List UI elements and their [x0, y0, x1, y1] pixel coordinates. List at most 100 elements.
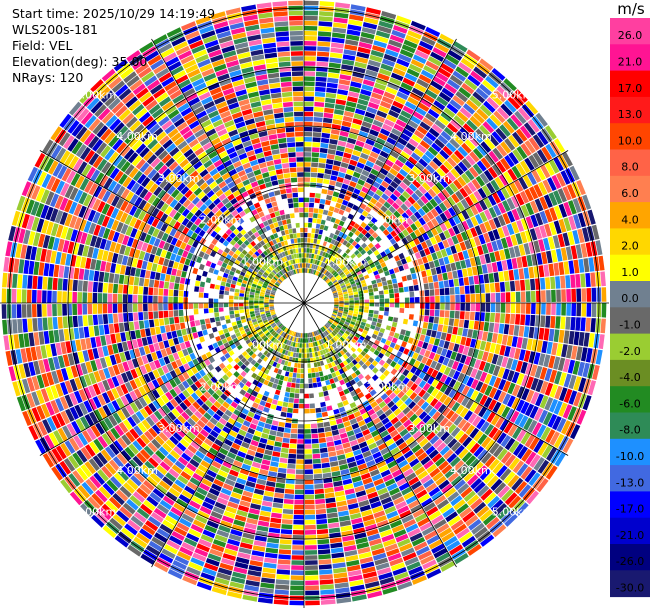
gate	[286, 329, 291, 334]
gate	[426, 367, 434, 376]
gate	[410, 366, 418, 374]
gate	[357, 225, 364, 233]
gate	[486, 242, 494, 253]
gate	[447, 271, 453, 280]
gate	[215, 421, 225, 430]
gate	[500, 303, 506, 313]
gate	[383, 289, 389, 295]
gate	[354, 267, 361, 273]
gate	[337, 505, 348, 512]
gate	[379, 150, 389, 159]
gate	[370, 324, 376, 330]
gate	[336, 267, 341, 273]
gate	[314, 265, 319, 270]
gate	[333, 223, 339, 229]
gate	[441, 87, 455, 99]
gate	[315, 223, 321, 229]
gate	[274, 326, 279, 332]
gate	[591, 287, 597, 302]
gate	[556, 289, 561, 302]
gate	[324, 364, 330, 370]
gate	[245, 415, 253, 423]
gate	[347, 287, 353, 292]
gate	[385, 438, 395, 447]
gate	[93, 325, 100, 337]
gate	[189, 458, 200, 468]
gate	[12, 319, 18, 334]
gate	[370, 447, 380, 455]
gate	[236, 509, 248, 517]
gate	[416, 78, 429, 89]
gate	[114, 353, 122, 364]
gate	[549, 398, 558, 413]
gate	[327, 373, 333, 380]
gate	[229, 447, 239, 455]
gate	[362, 450, 372, 458]
gate	[424, 309, 430, 316]
gate	[410, 383, 418, 392]
gate	[52, 356, 61, 370]
gate	[277, 426, 285, 433]
gate	[435, 153, 446, 164]
gate	[353, 66, 366, 74]
gate	[324, 330, 329, 336]
gate	[312, 443, 320, 449]
gate	[371, 547, 385, 556]
gate	[337, 358, 343, 364]
gate	[31, 391, 40, 406]
gate	[373, 291, 379, 296]
gate	[295, 337, 299, 343]
gate	[274, 345, 279, 351]
gate	[314, 249, 318, 255]
gate	[376, 110, 388, 119]
gate	[231, 464, 241, 473]
gate	[186, 533, 200, 543]
gate	[385, 209, 393, 217]
gate	[461, 82, 475, 95]
gate	[158, 480, 171, 491]
gate	[334, 335, 340, 340]
gate	[179, 517, 192, 528]
gate	[337, 423, 345, 430]
gate	[64, 394, 74, 408]
gate	[369, 209, 377, 217]
gate	[326, 341, 332, 347]
gate	[585, 273, 591, 287]
gate	[269, 297, 275, 300]
gate	[336, 236, 342, 242]
gate	[117, 437, 128, 449]
gate	[402, 164, 412, 174]
gate	[402, 552, 417, 562]
gate	[319, 360, 325, 366]
gate	[388, 312, 394, 317]
gate	[125, 431, 136, 443]
gate	[553, 220, 562, 234]
gate	[342, 325, 348, 330]
gate	[268, 335, 274, 341]
gate	[440, 303, 445, 310]
gate	[193, 303, 199, 309]
gate	[334, 577, 349, 584]
gate	[218, 377, 226, 385]
gate	[334, 252, 340, 258]
gate	[378, 197, 386, 205]
gate	[363, 116, 374, 124]
gate	[425, 60, 440, 71]
gate	[311, 428, 318, 434]
gate	[444, 376, 452, 386]
gate	[278, 379, 284, 386]
gate	[304, 253, 307, 258]
gate	[163, 303, 168, 311]
gate	[288, 346, 293, 352]
gate	[496, 189, 506, 202]
gate	[173, 502, 186, 513]
gate	[438, 317, 444, 325]
gate	[318, 16, 333, 22]
gate	[277, 329, 282, 334]
gate	[407, 30, 422, 40]
gate	[530, 391, 540, 405]
gate	[37, 421, 48, 436]
gate	[323, 325, 328, 330]
gate	[156, 397, 166, 407]
gate	[264, 299, 269, 302]
